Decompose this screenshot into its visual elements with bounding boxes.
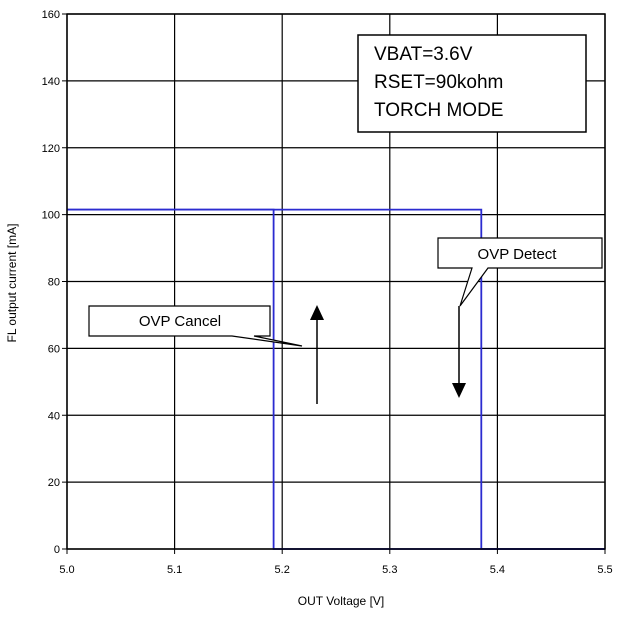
- y-tick-label-2: 40: [48, 410, 60, 422]
- x-tick-label-1: 5.1: [167, 564, 182, 576]
- x-tick-label-4: 5.4: [490, 564, 505, 576]
- y-axis-label: FL output current [mA]: [5, 224, 19, 343]
- y-tick-label-5: 100: [42, 210, 60, 222]
- x-tick-label-3: 5.3: [382, 564, 397, 576]
- ovp-cancel-callout-shape: [88, 305, 303, 347]
- down-arrow-icon: [452, 306, 466, 398]
- ovp-detect-callout-shape: [437, 237, 603, 307]
- tick-labels: 5.0 5.1 5.2 5.3 5.4 5.5 0 20 40 60 80 100 120 140 160: [42, 9, 613, 576]
- x-tick-label-2: 5.2: [275, 564, 290, 576]
- info-box-frame: [357, 34, 587, 133]
- x-axis-label: OUT Voltage [V]: [298, 594, 385, 608]
- ovp-detect-label: OVP Detect: [478, 246, 558, 263]
- ovp-cancel-label: OVP Cancel: [139, 313, 221, 330]
- y-tick-label-6: 120: [42, 143, 60, 155]
- y-tick-label-1: 20: [48, 477, 60, 489]
- info-vbat: VBAT=3.6V: [374, 44, 473, 65]
- x-tick-label-5: 5.5: [597, 564, 612, 576]
- info-rset: RSET=90kohm: [374, 72, 503, 93]
- ovp-detect-callout: OVP Detect: [437, 237, 603, 307]
- info-mode: TORCH MODE: [374, 100, 503, 121]
- y-tick-label-7: 140: [42, 76, 60, 88]
- ovp-cancel-callout: OVP Cancel: [88, 305, 303, 347]
- up-arrow-icon: [310, 305, 324, 404]
- y-tick-label-0: 0: [54, 544, 60, 556]
- y-tick-label-3: 60: [48, 343, 60, 355]
- x-tick-label-0: 5.0: [59, 564, 74, 576]
- y-tick-label-8: 160: [42, 9, 60, 21]
- info-box: VBAT=3.6V RSET=90kohm TORCH MODE: [357, 34, 587, 133]
- y-tick-label-4: 80: [48, 277, 60, 289]
